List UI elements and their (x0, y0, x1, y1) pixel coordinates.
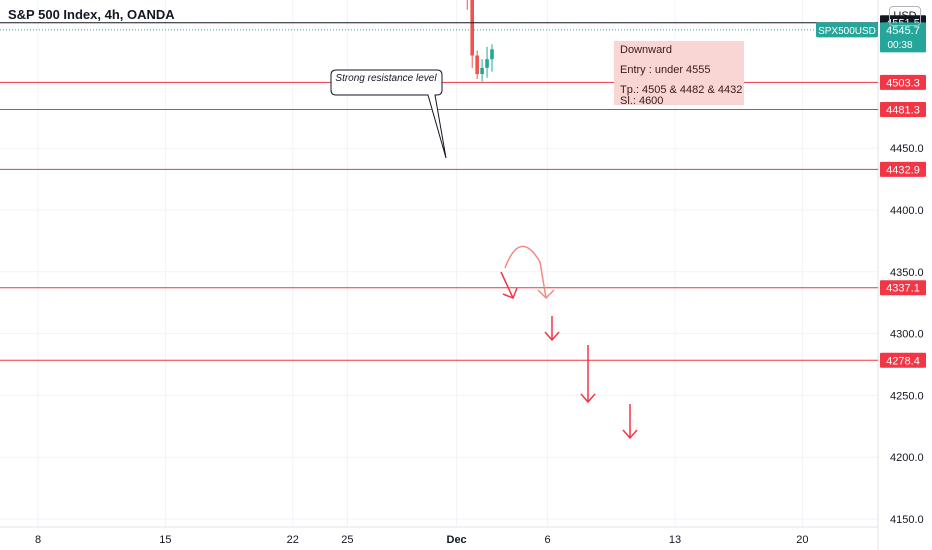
target-arrows (500, 245, 638, 440)
price-tag (880, 22, 926, 53)
y-tick-label: 4200.0 (890, 452, 924, 464)
x-tick-label: 22 (287, 534, 299, 546)
red-level-tag (880, 352, 926, 368)
arrow-head (502, 287, 518, 299)
red-level-label: 4337.1 (886, 283, 920, 295)
y-tick-label: 4150.0 (890, 514, 924, 526)
x-tick-label: 15 (159, 534, 171, 546)
bar-countdown: 00:38 (887, 40, 912, 51)
red-level-tag (880, 74, 926, 90)
arrow-head (622, 429, 638, 440)
candle-body (480, 67, 484, 75)
candle-body (490, 49, 494, 60)
red-level-label: 4278.4 (886, 355, 920, 367)
price-value: 4545.7 (886, 25, 920, 37)
price-axis[interactable]: 4712.14676.14647.54598.14503.34481.34432… (816, 0, 926, 526)
note-targets: Tp.: 4505 & 4482 & 4432 (620, 84, 743, 96)
curved-arrow (504, 245, 547, 299)
red-level-label: 4432.9 (886, 164, 920, 176)
currency-button[interactable]: USD (889, 6, 921, 26)
ticker-badge (816, 22, 878, 38)
arrow-head (580, 393, 596, 404)
x-tick-label: 6 (545, 534, 551, 546)
red-level-tag (880, 280, 926, 296)
red-level-label: 4481.3 (886, 105, 920, 117)
y-tick-label: 4450.0 (890, 143, 924, 155)
arrow-shaft (500, 271, 514, 299)
y-tick-label: 4300.0 (890, 329, 924, 341)
callout-text: Strong resistance level (335, 73, 437, 84)
candle-body (470, 0, 475, 56)
red-level-tag (880, 161, 926, 177)
x-tick-label: 20 (796, 534, 808, 546)
x-tick-label: 8 (35, 534, 41, 546)
y-tick-label: 4350.0 (890, 267, 924, 279)
candle-body (485, 59, 489, 68)
candle-body (475, 55, 479, 75)
note-direction: Downward (620, 44, 672, 56)
note-stoploss: Sl.: 4600 (620, 95, 664, 107)
chart-title: S&P 500 Index, 4h, OANDA (8, 7, 175, 22)
price-levels (0, 22, 878, 361)
arrow-head (544, 331, 560, 342)
x-tick-label: Dec (447, 534, 467, 546)
x-tick-label: 13 (669, 534, 681, 546)
time-axis[interactable]: 8 15 22 25 Dec 6 13 20 (35, 534, 809, 546)
note-entry: Entry : under 4555 (620, 64, 711, 76)
trade-note: Downward Entry : under 4555 Tp.: 4505 & … (614, 41, 744, 107)
callout-bubble (330, 69, 447, 159)
y-tick-label: 4250.0 (890, 390, 924, 402)
x-tick-label: 25 (341, 534, 353, 546)
red-level-label: 4503.3 (886, 77, 920, 89)
ticker-symbol: SPX500USD (818, 26, 876, 37)
curved-arrow-head (537, 289, 555, 300)
red-level-tag (880, 102, 926, 118)
y-tick-label: 4400.0 (890, 205, 924, 217)
candlestick-series (466, 0, 494, 82)
